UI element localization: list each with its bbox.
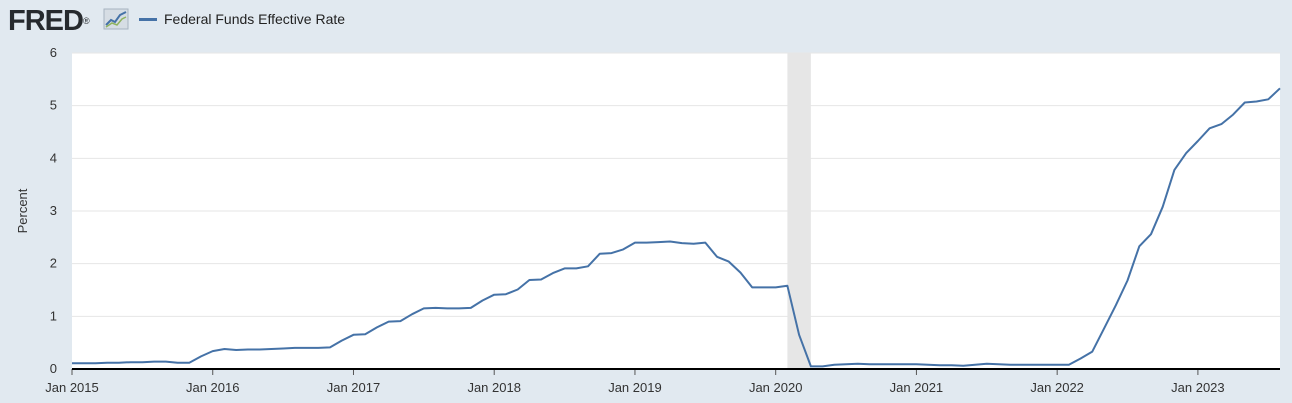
x-tick-label: Jan 2023	[1171, 380, 1225, 395]
y-tick-label: 3	[50, 203, 57, 218]
y-tick-label: 5	[50, 98, 57, 113]
line-graph-icon	[103, 8, 129, 30]
x-tick-label: Jan 2016	[186, 380, 240, 395]
x-tick-label: Jan 2015	[45, 380, 99, 395]
y-tick-label: 2	[50, 256, 57, 271]
logo-text: FRED	[8, 5, 84, 37]
fred-logo[interactable]: FRED®	[8, 4, 90, 38]
y-tick-label: 1	[50, 308, 57, 323]
series-line-federal-funds-rate[interactable]	[72, 87, 1281, 368]
legend[interactable]: Federal Funds Effective Rate	[139, 9, 345, 29]
x-tick-label: Jan 2021	[890, 380, 944, 395]
y-tick-label: 4	[50, 150, 57, 165]
y-tick-label: 0	[50, 361, 57, 376]
x-tick-label: Jan 2018	[467, 380, 521, 395]
legend-label: Federal Funds Effective Rate	[164, 11, 346, 27]
y-tick-label: 6	[50, 45, 57, 60]
y-axis-label: Percent	[15, 188, 30, 233]
logo-registered-mark: ®	[82, 16, 90, 26]
chart-header: FRED® Federal Funds Effective Rate	[0, 0, 1292, 42]
x-tick-label: Jan 2022	[1030, 380, 1084, 395]
x-tick-label: Jan 2020	[749, 380, 803, 395]
legend-swatch	[139, 17, 157, 21]
x-tick-label: Jan 2017	[327, 380, 381, 395]
x-tick-label: Jan 2019	[608, 380, 662, 395]
